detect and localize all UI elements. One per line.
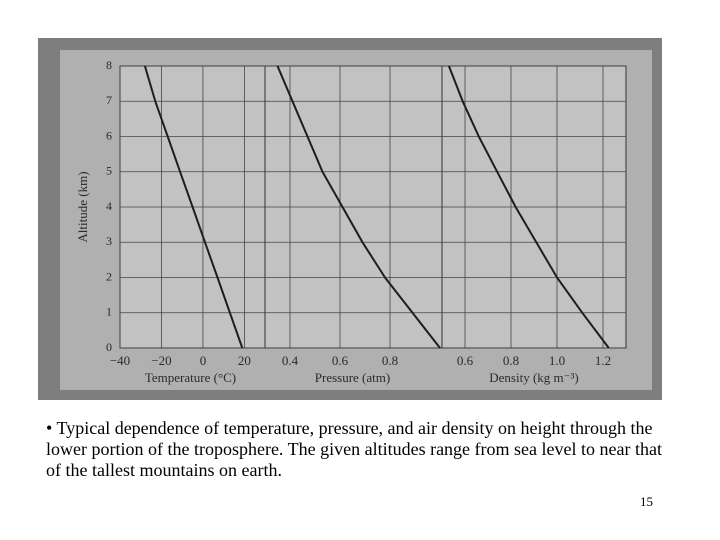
y-tick-label: 6 <box>106 128 112 142</box>
chart-photo: Altitude (km) 0 1 2 3 4 5 6 7 8 −40 −20 0 20Temperat… <box>38 38 662 400</box>
x-tick-label: 0 <box>200 353 207 368</box>
y-tick-label: 4 <box>106 199 112 213</box>
x-tick-label: 0.6 <box>332 353 349 368</box>
data-line <box>447 65 610 349</box>
x-tick-label: 0.6 <box>457 353 474 368</box>
y-tick-label: 0 <box>106 340 112 354</box>
y-tick-label: 3 <box>106 234 112 248</box>
x-tick-label: 20 <box>238 353 251 368</box>
y-tick-label: 2 <box>106 269 112 283</box>
x-tick-label: 0.4 <box>282 353 299 368</box>
x-tick-label: 0.8 <box>382 353 398 368</box>
x-axis-label: Pressure (atm) <box>315 370 390 385</box>
x-axis-label: Temperature (°C) <box>145 370 236 385</box>
y-tick-label: 8 <box>106 58 112 72</box>
data-line <box>276 65 441 349</box>
x-tick-label: −20 <box>151 353 171 368</box>
x-tick-label: 0.8 <box>503 353 519 368</box>
data-line <box>143 65 244 349</box>
y-axis-label: Altitude (km) <box>75 171 90 242</box>
y-tick-label: 1 <box>106 305 112 319</box>
y-tick-label: 5 <box>106 164 112 178</box>
x-tick-label: 1.2 <box>595 353 611 368</box>
page-number: 15 <box>640 494 653 509</box>
caption: • Typical dependence of temperature, pre… <box>46 418 662 480</box>
y-tick-label: 7 <box>106 93 112 107</box>
x-tick-label: −40 <box>110 353 130 368</box>
x-axis-label: Density (kg m⁻³) <box>489 370 578 385</box>
x-tick-label: 1.0 <box>549 353 565 368</box>
